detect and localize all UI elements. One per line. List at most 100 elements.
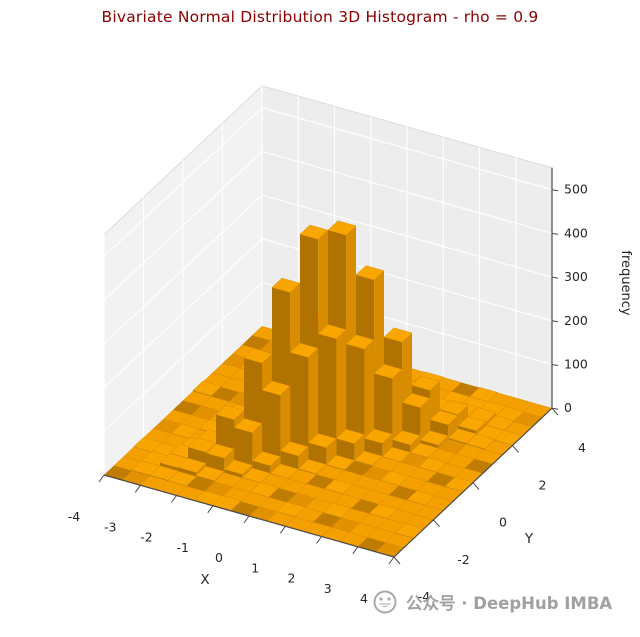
bar-top-face: [418, 457, 447, 473]
bar-side-face: [270, 456, 281, 474]
z-tick-mark: [551, 276, 559, 279]
bar-front-face: [252, 460, 271, 474]
bar-top-face: [391, 430, 421, 446]
bar-side-face: [214, 471, 225, 482]
bar-side-face: [298, 446, 309, 470]
z-tick-label: 200: [564, 313, 588, 328]
grid-line: [103, 282, 263, 432]
y-tick-label: 2: [539, 477, 547, 492]
grinning-face-icon: [372, 589, 398, 615]
bar-top-face: [439, 400, 469, 415]
x-tick-label: 2: [288, 571, 296, 586]
y-tick-mark: [512, 445, 519, 453]
bar-top-face: [373, 363, 403, 379]
bar-top-face: [307, 433, 337, 449]
grid-line: [103, 238, 263, 389]
bar-top-face: [167, 471, 197, 487]
grid-line: [261, 107, 553, 191]
bar-front-face: [262, 390, 281, 465]
x-tick-mark: [279, 526, 286, 534]
x-tick-label: 0: [215, 550, 223, 565]
bar-side-face: [308, 348, 319, 461]
bar-top-face: [250, 482, 279, 498]
x-tick-label: -4: [68, 509, 81, 524]
bar-front-face: [290, 352, 309, 461]
bar-top-face: [171, 423, 200, 439]
x-tick-mark: [98, 474, 105, 483]
bar-top-face: [215, 405, 245, 420]
bar-top-face: [326, 454, 355, 470]
x-tick-label: 1: [251, 560, 259, 575]
grid-line: [103, 150, 263, 301]
bar-front-face: [346, 344, 365, 452]
bar-top-face: [383, 327, 413, 343]
bar-top-face: [271, 277, 301, 293]
y-tick-mark: [433, 519, 440, 528]
bar-top-face: [382, 446, 411, 462]
bar-top-face: [429, 410, 459, 426]
z-tick-mark: [551, 320, 559, 323]
bar-top-face: [177, 457, 207, 473]
bar-front-face: [336, 438, 355, 462]
bar-side-face: [354, 434, 365, 462]
bar-top-face: [276, 501, 306, 517]
bar-side-face: [476, 421, 487, 436]
x-tick-mark: [388, 556, 395, 565]
z-tick-label: 500: [564, 182, 588, 197]
bar-front-face: [234, 427, 253, 469]
bar-front-face: [420, 440, 439, 449]
bar-top-face: [327, 220, 357, 236]
bar-top-face: [279, 441, 309, 457]
x-tick-mark: [243, 515, 250, 524]
bar-front-face: [448, 438, 467, 445]
bar-top-face: [223, 459, 253, 475]
bar-side-face: [364, 339, 375, 452]
bar-top-face: [406, 490, 436, 506]
z-tick-label: 300: [564, 269, 588, 284]
grid-line: [261, 150, 553, 234]
z-tick-mark: [551, 407, 559, 410]
bar-top-face: [205, 443, 235, 459]
x-tick-label: -1: [177, 540, 189, 555]
bar-front-face: [308, 442, 327, 466]
bar-top-face: [466, 434, 495, 449]
y-tick-mark: [551, 407, 559, 416]
bar-side-face: [420, 398, 431, 444]
bar-top-face: [251, 451, 281, 467]
bar-top-face: [212, 495, 242, 511]
bar-side-face: [326, 438, 337, 466]
z-tick-label: 0: [564, 400, 572, 415]
bar-side-face: [242, 465, 253, 478]
y-tick-label: -4: [418, 589, 431, 604]
bar-top-face: [149, 465, 179, 481]
bar-top-face: [368, 503, 398, 519]
page-title: Bivariate Normal Distribution 3D Histogr…: [101, 8, 539, 26]
y-tick-mark: [393, 556, 401, 565]
grid-line: [103, 194, 263, 345]
bar-top-face: [298, 459, 327, 475]
bar-top-face: [187, 437, 217, 453]
z-tick-label: 100: [564, 357, 588, 372]
x-tick-mark: [207, 505, 214, 514]
bar-top-face: [410, 442, 439, 458]
x-tick-label: -3: [104, 519, 116, 534]
bar-top-face: [355, 265, 385, 281]
bar-top-face: [324, 479, 354, 494]
bar-front-face: [196, 475, 215, 482]
bar-top-face: [233, 418, 263, 433]
bar-top-face: [457, 416, 487, 432]
bar-front-face: [280, 450, 299, 470]
x-tick-mark: [316, 536, 322, 544]
z-tick-mark: [551, 364, 559, 366]
bar-top-face: [363, 428, 393, 444]
bar-top-face: [195, 466, 225, 481]
x-tick-mark: [171, 495, 177, 503]
bar-top-face: [322, 502, 352, 518]
bar-side-face: [382, 434, 393, 457]
bar-top-face: [419, 430, 449, 446]
bar-top-face: [335, 428, 365, 444]
bar-side-face: [438, 435, 449, 449]
x-tick-mark: [352, 546, 359, 555]
x-tick-mark: [134, 485, 141, 493]
